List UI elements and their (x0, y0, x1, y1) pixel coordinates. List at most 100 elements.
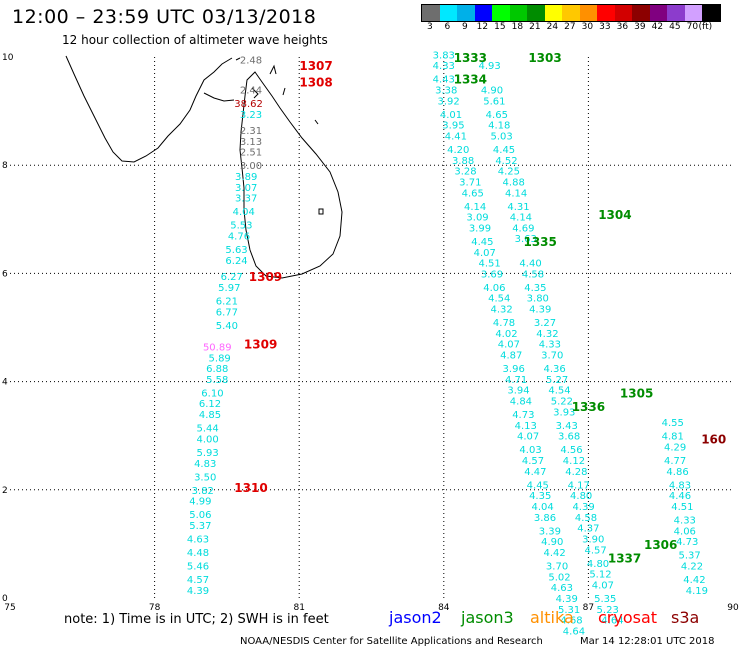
wave-height-value: 4.39 (529, 305, 551, 316)
wave-height-color-scale (421, 4, 721, 22)
wave-height-value: 4.65 (486, 110, 508, 121)
india-coastline (65, 55, 233, 163)
wave-height-value: 4.28 (565, 467, 587, 478)
wave-height-value: 4.48 (187, 548, 209, 559)
wave-height-value: 3.28 (454, 167, 476, 178)
wave-height-value: 2.31 (240, 126, 262, 137)
coast-detail-2 (282, 87, 286, 96)
pass-number: 1336 (572, 400, 605, 414)
wave-height-value: 4.58 (522, 269, 544, 280)
wave-height-value: 6.88 (206, 364, 228, 375)
wave-height-value: 4.87 (500, 351, 522, 362)
wave-height-value: 4.54 (548, 386, 570, 397)
wave-height-value: 4.99 (189, 497, 211, 508)
scale-label: 30 (581, 22, 594, 32)
wave-height-value: 5.89 (209, 353, 231, 364)
wave-height-value: 4.04 (233, 207, 255, 218)
wave-height-value: 4.86 (666, 467, 688, 478)
wave-height-value: 5.37 (189, 521, 211, 532)
scale-label: 3 (426, 22, 433, 32)
wave-height-value: 4.41 (445, 131, 467, 142)
wave-height-value: 5.97 (218, 283, 240, 294)
wave-height-value: 4.14 (510, 213, 532, 224)
wave-height-value: 4.80 (570, 491, 592, 502)
wave-height-value: 3.00 (240, 161, 262, 172)
scale-swatch (527, 5, 545, 21)
wave-height-value: 4.32 (491, 305, 513, 316)
scale-label: 36 (616, 22, 629, 32)
wave-height-value: 4.35 (529, 491, 551, 502)
x-tick-label: 78 (149, 603, 161, 613)
wave-height-value: 4.65 (462, 188, 484, 199)
wave-height-value: 4.13 (515, 421, 537, 432)
scale-label: 27 (564, 22, 576, 32)
scale-swatch (562, 5, 580, 21)
wave-height-value: 4.14 (505, 188, 527, 199)
scale-swatch (649, 5, 667, 21)
wave-height-value: 4.58 (575, 513, 597, 524)
pass-number: 1334 (454, 73, 487, 87)
wave-height-value: 5.37 (678, 551, 700, 562)
scale-swatch (439, 5, 457, 21)
scale-label: 45 (669, 22, 681, 32)
wave-height-value: 4.63 (551, 583, 573, 594)
scale-label: 70 (686, 22, 699, 32)
scale-swatch (684, 5, 702, 21)
legend-jason2: jason2 (389, 608, 442, 627)
wave-height-value: 5.53 (230, 221, 252, 232)
scale-swatch (597, 5, 615, 21)
wave-height-value: 2.51 (240, 148, 262, 159)
wave-height-value: 3.43 (556, 421, 578, 432)
altimeter-tracks: 2.48 2.44 2.313.132.51 3.00 38.62 50.89 3.23 3.… (187, 50, 708, 637)
wave-height-value: 4.68 (560, 616, 582, 627)
pass-number: 1310 (234, 481, 267, 495)
wave-height-value: 5.63 (225, 245, 247, 256)
wave-height-value: 4.07 (498, 340, 520, 351)
pass-number: 1303 (528, 51, 561, 65)
wave-height-value: 4.84 (510, 397, 532, 408)
wave-height-value: 4.06 (674, 526, 696, 537)
scale-swatch (702, 5, 720, 21)
wave-height-value: 4.00 (196, 434, 218, 445)
wave-height-value: 3.92 (437, 96, 459, 107)
wave-height-value: 4.77 (664, 456, 686, 467)
y-tick-label: 10 (2, 53, 14, 63)
wave-height-value: 4.33 (539, 340, 561, 351)
wave-height-value: 5.02 (548, 572, 570, 583)
wave-height-value: 4.01 (440, 110, 462, 121)
wave-height-value: 3.09 (466, 213, 488, 224)
wave-height-value: 4.73 (676, 537, 698, 548)
wave-height-value: 4.43 (433, 75, 455, 86)
legend-altika: altika (530, 608, 574, 627)
wave-height-value: 5.22 (551, 397, 573, 408)
wave-height-value: 4.07 (474, 248, 496, 259)
wave-height-value: 4.25 (498, 167, 520, 178)
pass-number: 1304 (598, 208, 631, 222)
wave-height-value: 6.77 (216, 307, 238, 318)
wave-height-value: 6.21 (216, 296, 238, 307)
wave-height-value: 4.02 (495, 329, 517, 340)
wave-height-value: 3.37 (235, 194, 257, 205)
wave-height-value: 3.89 (235, 172, 257, 183)
scale-swatch (457, 5, 475, 21)
wave-height-value: 4.55 (662, 418, 684, 429)
wave-height-value: 5.93 (196, 448, 218, 459)
wave-height-value: 4.81 (662, 432, 684, 443)
scale-swatch (632, 5, 650, 21)
wave-height-value: 5.03 (491, 131, 513, 142)
wave-height-value: 4.35 (524, 283, 546, 294)
wave-height-value: 5.40 (216, 321, 238, 332)
wave-height-value: 5.44 (196, 424, 218, 435)
y-tick-label: 6 (2, 269, 8, 279)
wave-height-value: 4.33 (674, 516, 696, 527)
pass-number: 1308 (299, 75, 332, 89)
x-tick-label: 87 (583, 603, 594, 613)
wave-height-value: 3.83 (433, 50, 455, 61)
generated-timestamp: Mar 14 12:28:01 UTC 2018 (580, 636, 715, 647)
wave-height-value: 4.20 (447, 145, 469, 156)
x-tick-label: 84 (438, 603, 450, 613)
wave-height-value: 4.40 (519, 259, 541, 270)
scale-label: 18 (511, 22, 524, 32)
x-tick-label: 75 (4, 603, 15, 613)
